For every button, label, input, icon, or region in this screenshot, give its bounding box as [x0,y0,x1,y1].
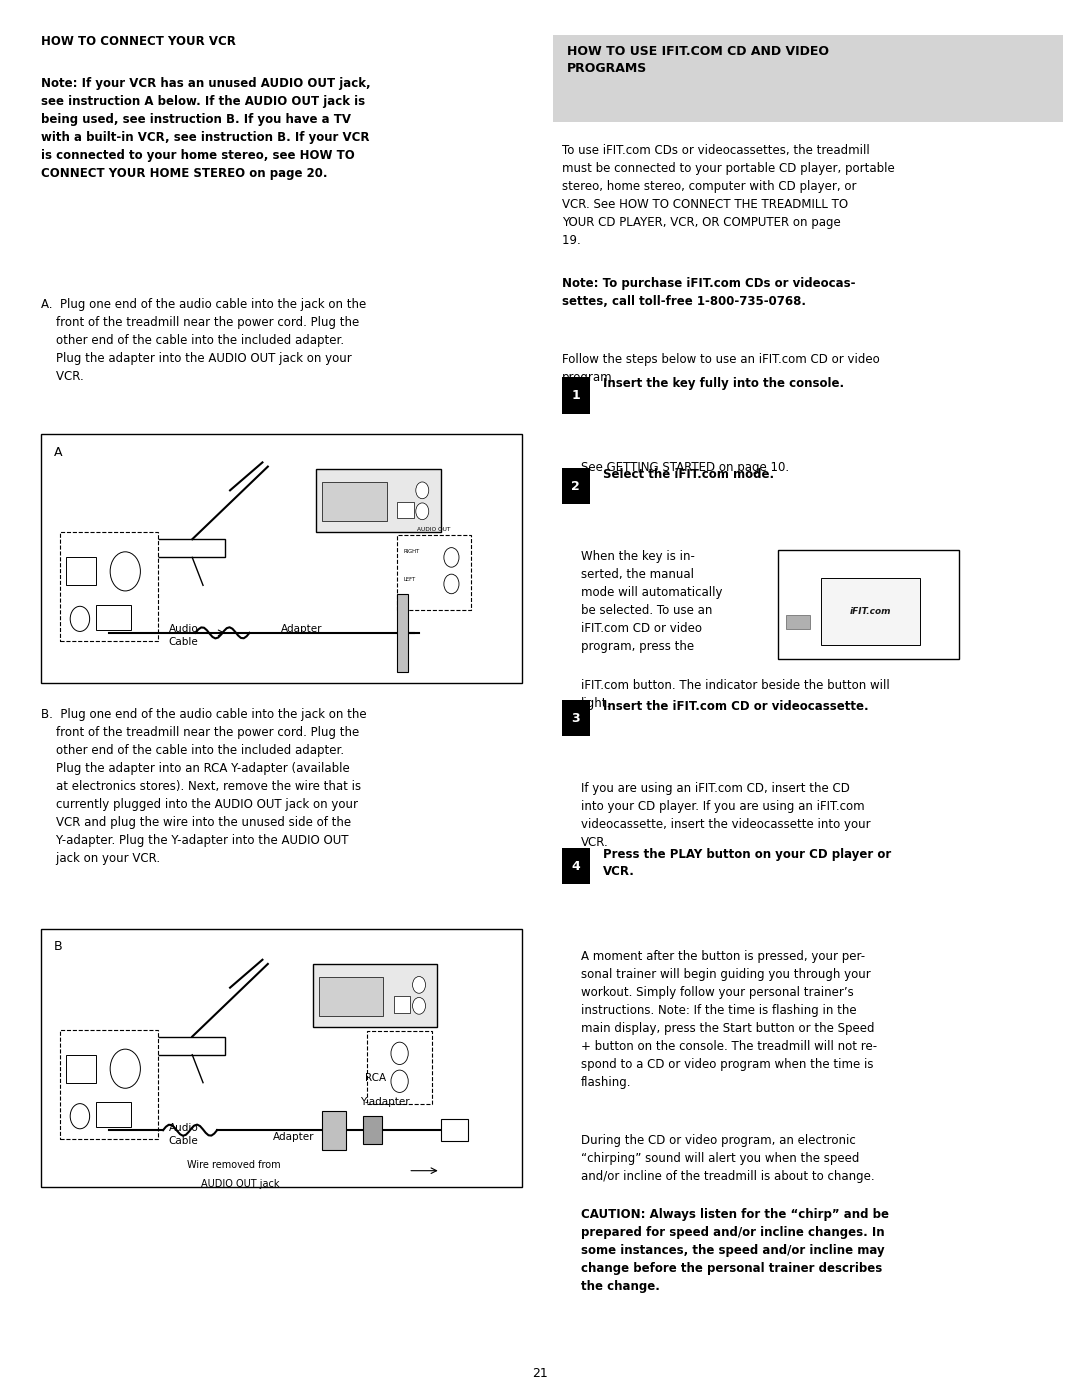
Text: AUDIO OUT: AUDIO OUT [418,527,450,532]
Circle shape [110,1049,140,1088]
Bar [562,848,590,884]
Bar [41,434,522,683]
Text: A moment after the button is pressed, your per-
sonal trainer will begin guiding: A moment after the button is pressed, yo… [581,950,877,1088]
Text: When the key is in-
serted, the manual
mode will automatically
be selected. To u: When the key is in- serted, the manual m… [581,550,723,654]
Text: Audio
Cable: Audio Cable [168,624,199,647]
Text: Follow the steps below to use an iFIT.com CD or video
program.: Follow the steps below to use an iFIT.co… [562,353,879,384]
Bar [821,578,920,645]
Text: RIGHT: RIGHT [404,549,420,555]
Circle shape [70,1104,90,1129]
Text: Note: If your VCR has an unused AUDIO OUT jack,
see instruction A below. If the : Note: If your VCR has an unused AUDIO OU… [41,77,370,180]
Text: A.  Plug one end of the audio cable into the jack on the
    front of the treadm: A. Plug one end of the audio cable into … [41,298,366,383]
Text: 4: 4 [571,859,580,873]
Circle shape [391,1070,408,1092]
Text: CAUTION: Always listen for the “chirp” and be
prepared for speed and/or incline : CAUTION: Always listen for the “chirp” a… [581,1208,889,1294]
Text: iFIT.com button. The indicator beside the button will
light.: iFIT.com button. The indicator beside th… [581,679,890,710]
Bar [60,532,158,641]
Text: Adapter: Adapter [273,1132,314,1141]
Text: Wire removed from: Wire removed from [187,1160,281,1169]
Text: See GETTING STARTED on page 10.: See GETTING STARTED on page 10. [581,461,789,474]
Text: iFIT.com: iFIT.com [850,608,891,616]
Bar [66,1055,96,1083]
Bar [367,1031,432,1104]
Text: Press the PLAY button on your CD player or
VCR.: Press the PLAY button on your CD player … [603,848,891,877]
Bar [313,964,437,1027]
Text: Select the iFIT.com mode.: Select the iFIT.com mode. [603,468,773,481]
Bar [60,1030,158,1139]
Circle shape [391,1042,408,1065]
Circle shape [416,503,429,520]
Bar [363,1116,382,1144]
Text: Adapter: Adapter [281,624,322,634]
Bar [562,468,590,504]
Bar [84,1037,225,1055]
Text: Insert the iFIT.com CD or videocassette.: Insert the iFIT.com CD or videocassette. [603,700,868,712]
Text: If you are using an iFIT.com CD, insert the CD
into your CD player. If you are u: If you are using an iFIT.com CD, insert … [581,782,870,849]
Bar [553,35,1063,122]
Text: During the CD or video program, an electronic
“chirping” sound will alert you wh: During the CD or video program, an elect… [581,1134,875,1201]
Bar [562,700,590,736]
Circle shape [416,482,429,499]
Circle shape [70,606,90,631]
Bar [778,550,959,659]
Bar [96,605,131,630]
Text: 1: 1 [571,388,580,402]
Bar [84,539,225,557]
Circle shape [444,548,459,567]
Bar [322,1111,346,1150]
Bar [397,594,408,672]
Text: LEFT: LEFT [404,577,416,583]
Text: RCA: RCA [365,1073,387,1083]
Bar [41,929,522,1187]
Text: 21: 21 [532,1368,548,1380]
Text: Insert the key fully into the console.: Insert the key fully into the console. [603,377,843,390]
Text: HOW TO CONNECT YOUR VCR: HOW TO CONNECT YOUR VCR [41,35,235,47]
Bar [397,502,414,518]
Text: 2: 2 [571,479,580,493]
Text: Y-adapter: Y-adapter [360,1097,409,1106]
Circle shape [413,977,426,993]
Bar [562,377,590,414]
Bar [441,1119,468,1141]
Bar [96,1102,131,1127]
Text: Note: To purchase iFIT.com CDs or videocas-
settes, call toll-free 1-800-735-076: Note: To purchase iFIT.com CDs or videoc… [562,277,855,307]
Bar [316,469,441,532]
Bar [322,482,387,521]
Text: Audio
Cable: Audio Cable [168,1123,199,1146]
Text: AUDIO OUT jack: AUDIO OUT jack [201,1179,280,1189]
Bar [319,977,383,1016]
Text: B.  Plug one end of the audio cable into the jack on the
    front of the treadm: B. Plug one end of the audio cable into … [41,708,367,865]
Bar [786,615,810,629]
Text: HOW TO USE IFIT.COM CD AND VIDEO
PROGRAMS: HOW TO USE IFIT.COM CD AND VIDEO PROGRAM… [567,45,829,74]
Circle shape [413,997,426,1014]
Circle shape [110,552,140,591]
Bar [394,996,410,1013]
Bar [397,535,471,610]
Text: To use iFIT.com CDs or videocassettes, the treadmill
must be connected to your p: To use iFIT.com CDs or videocassettes, t… [562,144,894,247]
Circle shape [444,574,459,594]
Text: 3: 3 [571,711,580,725]
Bar [66,557,96,585]
Text: B: B [54,940,63,953]
Text: A: A [54,446,63,458]
